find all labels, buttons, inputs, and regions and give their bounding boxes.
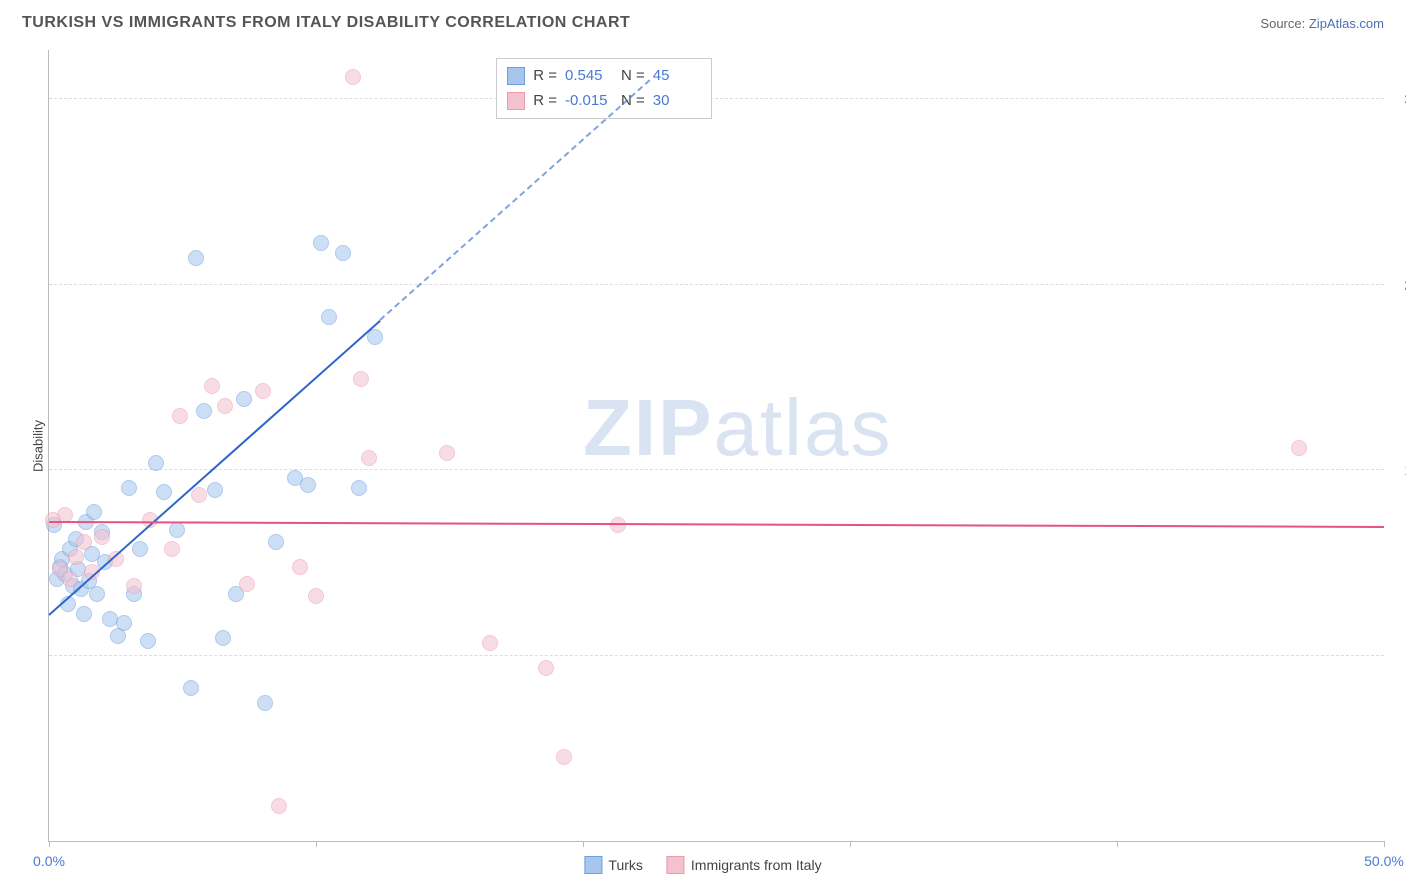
gridline-h: [49, 469, 1384, 470]
watermark-bold: ZIP: [583, 383, 713, 472]
scatter-point: [126, 578, 142, 594]
gridline-h: [49, 98, 1384, 99]
scatter-point: [236, 391, 252, 407]
plot-area: ZIPatlas 7.5%15.0%22.5%30.0%0.0%50.0%R =…: [48, 50, 1384, 842]
x-tick-mark: [1384, 841, 1385, 847]
scatter-point: [132, 541, 148, 557]
scatter-point: [191, 487, 207, 503]
y-axis-label: Disability: [31, 420, 46, 472]
legend-label: Immigrants from Italy: [691, 857, 822, 873]
scatter-point: [217, 398, 233, 414]
scatter-point: [538, 660, 554, 676]
scatter-point: [121, 480, 137, 496]
scatter-point: [215, 630, 231, 646]
scatter-point: [116, 615, 132, 631]
scatter-point: [268, 534, 284, 550]
x-tick-label: 0.0%: [33, 853, 65, 869]
scatter-point: [45, 512, 61, 528]
scatter-point: [308, 588, 324, 604]
scatter-point: [321, 309, 337, 325]
x-tick-label: 50.0%: [1364, 853, 1404, 869]
stat-r-label: R =: [533, 88, 557, 114]
legend-swatch: [584, 856, 602, 874]
scatter-point: [204, 378, 220, 394]
scatter-point: [94, 529, 110, 545]
watermark: ZIPatlas: [583, 382, 892, 474]
chart-title: TURKISH VS IMMIGRANTS FROM ITALY DISABIL…: [22, 14, 630, 32]
scatter-point: [172, 408, 188, 424]
legend-item: Turks: [584, 856, 642, 874]
scatter-point: [257, 695, 273, 711]
scatter-point: [188, 250, 204, 266]
trend-line: [49, 521, 1384, 528]
scatter-point: [1291, 440, 1307, 456]
x-tick-mark: [49, 841, 50, 847]
source-link[interactable]: ZipAtlas.com: [1309, 16, 1384, 31]
scatter-point: [86, 504, 102, 520]
scatter-point: [292, 559, 308, 575]
x-tick-mark: [583, 841, 584, 847]
stats-row: R =-0.015N =30: [507, 88, 701, 114]
chart-header: TURKISH VS IMMIGRANTS FROM ITALY DISABIL…: [0, 0, 1406, 42]
x-tick-mark: [850, 841, 851, 847]
stat-n-value: 45: [653, 63, 701, 89]
gridline-h: [49, 284, 1384, 285]
stats-row: R =0.545N =45: [507, 63, 701, 89]
chart-area: ZIPatlas 7.5%15.0%22.5%30.0%0.0%50.0%R =…: [48, 50, 1384, 842]
x-tick-mark: [1117, 841, 1118, 847]
scatter-point: [313, 235, 329, 251]
scatter-point: [68, 549, 84, 565]
scatter-point: [239, 576, 255, 592]
trend-line: [48, 320, 380, 616]
scatter-point: [556, 749, 572, 765]
scatter-point: [156, 484, 172, 500]
scatter-point: [345, 69, 361, 85]
scatter-point: [183, 680, 199, 696]
x-tick-mark: [316, 841, 317, 847]
bottom-legend: Turks Immigrants from Italy: [584, 856, 821, 874]
scatter-point: [353, 371, 369, 387]
stats-legend: R =0.545N =45R =-0.015N =30: [496, 58, 712, 119]
source-label: Source:: [1260, 16, 1305, 31]
legend-swatch: [667, 856, 685, 874]
y-tick-label: 30.0%: [1389, 91, 1406, 107]
stat-r-value: -0.015: [565, 88, 613, 114]
scatter-point: [300, 477, 316, 493]
scatter-point: [255, 383, 271, 399]
scatter-point: [439, 445, 455, 461]
scatter-point: [196, 403, 212, 419]
scatter-point: [89, 586, 105, 602]
legend-swatch: [507, 92, 525, 110]
chart-source: Source: ZipAtlas.com: [1260, 16, 1384, 31]
scatter-point: [164, 541, 180, 557]
scatter-point: [482, 635, 498, 651]
scatter-point: [62, 571, 78, 587]
scatter-point: [140, 633, 156, 649]
scatter-point: [76, 534, 92, 550]
legend-label: Turks: [608, 857, 642, 873]
watermark-light: atlas: [713, 383, 892, 472]
scatter-point: [148, 455, 164, 471]
y-tick-label: 7.5%: [1389, 648, 1406, 664]
legend-item: Immigrants from Italy: [667, 856, 822, 874]
scatter-point: [271, 798, 287, 814]
legend-swatch: [507, 67, 525, 85]
scatter-point: [76, 606, 92, 622]
stat-n-value: 30: [653, 88, 701, 114]
stat-r-value: 0.545: [565, 63, 613, 89]
scatter-point: [169, 522, 185, 538]
scatter-point: [351, 480, 367, 496]
stat-r-label: R =: [533, 63, 557, 89]
y-tick-label: 22.5%: [1389, 277, 1406, 293]
scatter-point: [207, 482, 223, 498]
scatter-point: [361, 450, 377, 466]
y-tick-label: 15.0%: [1389, 462, 1406, 478]
gridline-h: [49, 655, 1384, 656]
scatter-point: [335, 245, 351, 261]
